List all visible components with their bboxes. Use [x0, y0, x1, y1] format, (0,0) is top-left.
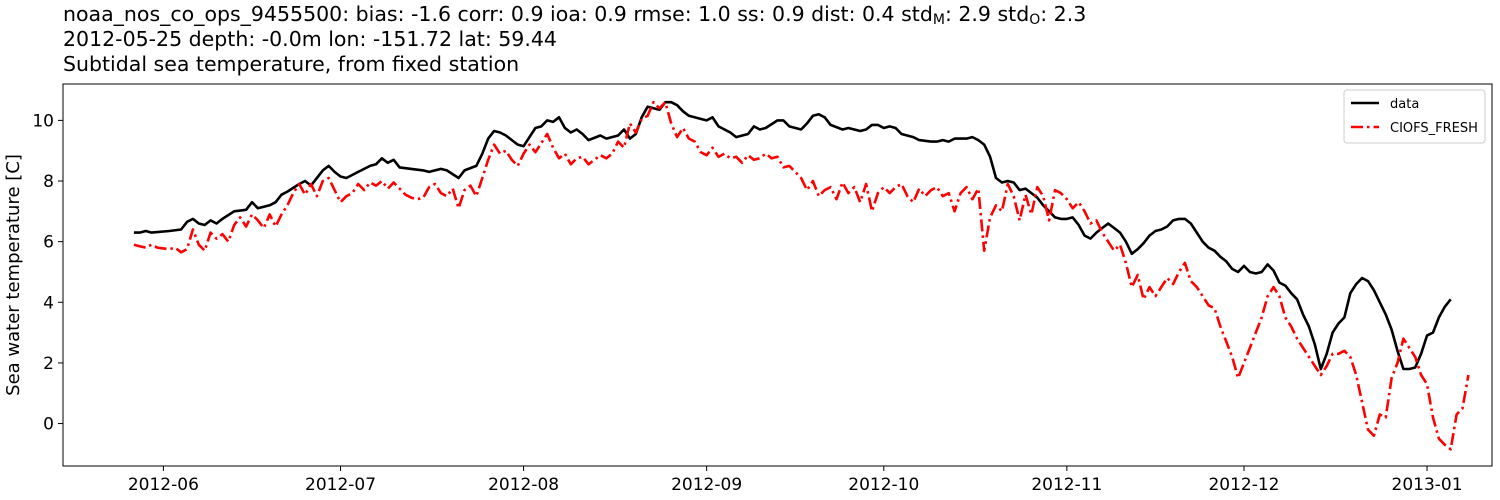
y-tick-label-10: 10 — [32, 111, 54, 131]
y-tick-label-2: 2 — [43, 354, 54, 374]
x-tick-label-2012-06: 2012-06 — [128, 475, 199, 495]
series-line-data — [133, 100, 1452, 371]
chart-title-stats: noaa_nos_co_ops_9455500: bias: -1.6 corr… — [63, 2, 1086, 27]
chart-title-std-m-subscript: M — [932, 12, 945, 28]
y-tick-label-6: 6 — [43, 233, 54, 253]
y-axis-label: Sea water temperature [C] — [3, 154, 24, 396]
y-tick-label-8: 8 — [43, 172, 54, 192]
legend-box — [1343, 89, 1486, 144]
x-tick-label-2012-09: 2012-09 — [671, 475, 742, 495]
x-tick-label-2012-12: 2012-12 — [1208, 475, 1279, 495]
x-tick-label-2012-08: 2012-08 — [488, 475, 559, 495]
legend: data CIOFS_FRESH — [1343, 89, 1486, 144]
series-line-ciofs-fresh — [133, 100, 1470, 451]
legend-label-ciofs-fresh: CIOFS_FRESH — [1390, 121, 1478, 136]
chart-title-std-o-value: : 2.3 — [1040, 2, 1087, 26]
x-tick-label-2012-11: 2012-11 — [1031, 475, 1102, 495]
chart-title-location: 2012-05-25 depth: -0.0m lon: -151.72 lat… — [63, 27, 557, 51]
y-tick-label-4: 4 — [43, 293, 54, 313]
chart-title-std-o-subscript: O — [1029, 12, 1041, 28]
chart-title-description: Subtidal sea temperature, from fixed sta… — [63, 52, 520, 76]
chart-title-stats-prefix: noaa_nos_co_ops_9455500: bias: -1.6 corr… — [63, 2, 933, 26]
x-tick-label-2012-10: 2012-10 — [848, 475, 919, 495]
plot-frame — [62, 83, 1493, 467]
x-axis: 2012-06 2012-07 2012-08 2012-09 2012-10 2012-… — [128, 466, 1463, 495]
y-tick-label-0: 0 — [43, 415, 54, 435]
x-tick-label-2013-01: 2013-01 — [1392, 475, 1463, 495]
y-axis: 0 2 4 6 8 10 — [32, 111, 63, 435]
chart-title-std-m-value: : 2.9 std — [944, 2, 1030, 26]
legend-label-data: data — [1390, 97, 1419, 112]
x-tick-label-2012-07: 2012-07 — [305, 475, 376, 495]
chart-title-block: noaa_nos_co_ops_9455500: bias: -1.6 corr… — [63, 2, 1086, 77]
series-layer — [133, 100, 1470, 451]
